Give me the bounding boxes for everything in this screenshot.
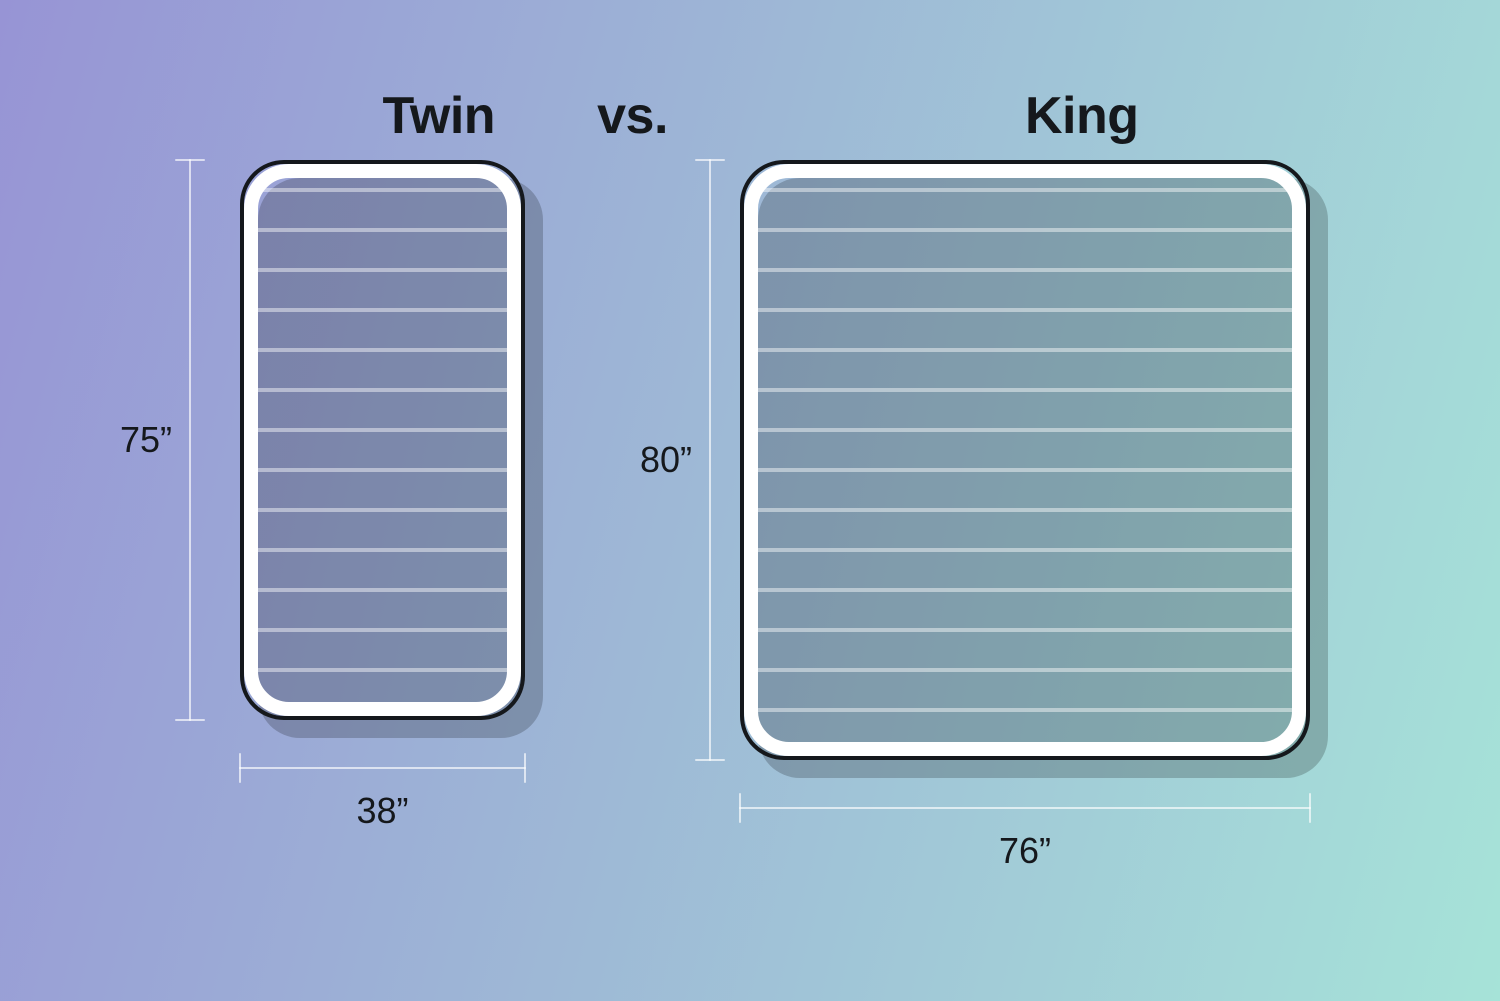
dim-twin-width: 38” xyxy=(356,790,408,832)
dim-twin-height: 75” xyxy=(120,419,172,461)
dim-king-height: 80” xyxy=(640,439,692,481)
dim-king-width: 76” xyxy=(999,830,1051,872)
bracket-king-height xyxy=(694,158,726,762)
mattress-twin xyxy=(240,160,573,768)
bracket-twin-height xyxy=(174,158,206,722)
comparison-canvas: Twin vs. King 75” 38” 80” 76” xyxy=(0,0,1500,1001)
bracket-twin-width xyxy=(238,752,527,784)
bracket-king-width xyxy=(738,792,1312,824)
title-vs: vs. xyxy=(597,86,668,146)
mattress-king xyxy=(740,160,1358,808)
